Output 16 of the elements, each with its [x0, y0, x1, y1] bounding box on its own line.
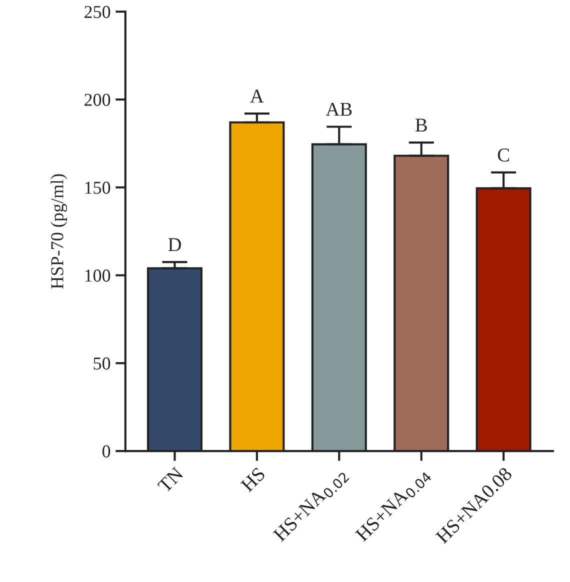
annotation: B: [415, 118, 427, 132]
y-axis-title: HSP-70 (pg/ml): [50, 174, 68, 289]
x-tick-label: TN: [157, 466, 184, 494]
y-tick-label: 150: [85, 182, 110, 194]
y-tick-label: 0: [102, 445, 110, 458]
x-tick-label: HS+NA$_{0.02}$: [272, 467, 350, 544]
y-tick-label: 100: [85, 270, 110, 282]
annotation: A: [250, 90, 264, 102]
annotation: AB: [326, 102, 352, 116]
annotation: C: [498, 148, 509, 162]
y-tick-label: 50: [94, 357, 110, 370]
y-tick-label: 200: [84, 94, 110, 106]
y-tick-label: 250: [84, 6, 110, 18]
x-tick-label: HS+NA$_{0.04}$: [354, 466, 432, 544]
x-tick-label: HS: [240, 466, 266, 492]
annotation: D: [168, 238, 181, 252]
